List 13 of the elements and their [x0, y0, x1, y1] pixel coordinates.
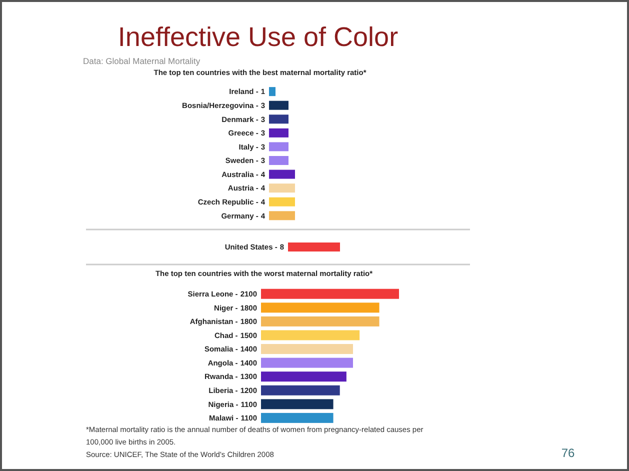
- bar: [261, 399, 334, 410]
- bar: [261, 344, 353, 354]
- bar: [261, 412, 334, 423]
- bar: [261, 330, 360, 340]
- bar: [261, 372, 346, 382]
- text: Data: Global Maternal Mortality: [83, 56, 201, 66]
- bar: [261, 316, 380, 326]
- bar: [261, 288, 399, 299]
- bar: [261, 385, 340, 396]
- bar: [261, 302, 380, 313]
- chart-title: Ineffective Use of Color: [118, 22, 398, 52]
- text: 76: [561, 446, 575, 460]
- bar: [261, 358, 353, 368]
